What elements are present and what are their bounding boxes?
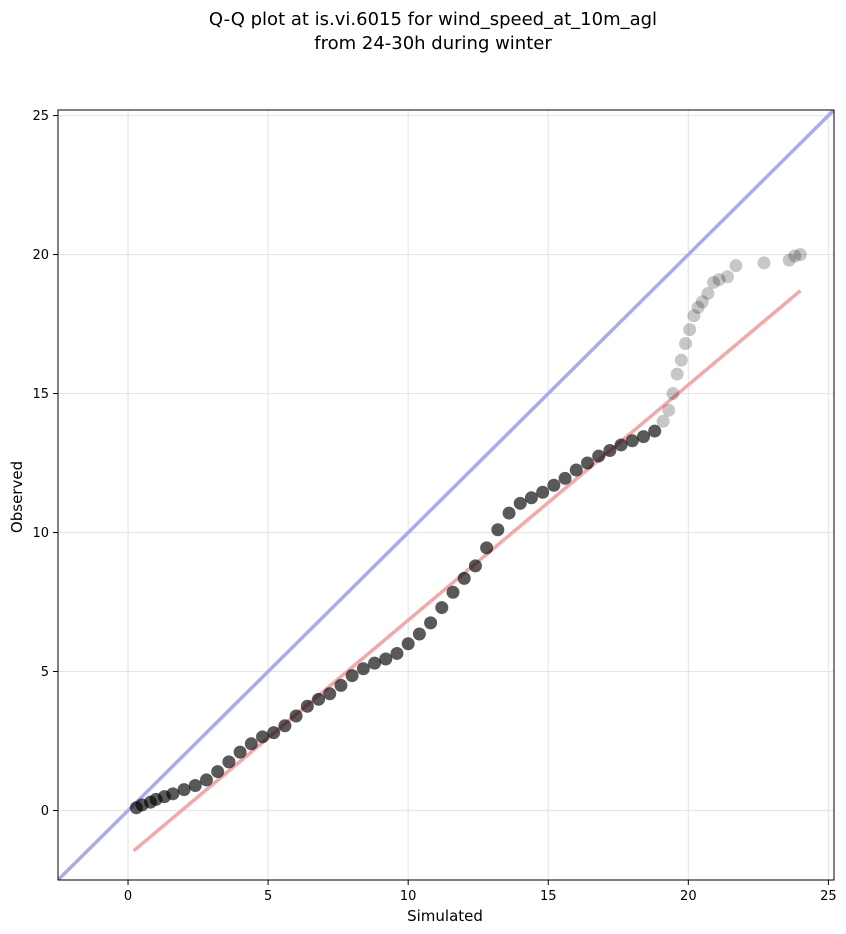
data-point	[695, 295, 709, 309]
data-point	[435, 601, 449, 615]
data-point	[793, 248, 807, 262]
data-point	[656, 414, 670, 428]
data-point	[707, 275, 721, 289]
data-point	[446, 585, 460, 599]
data-point	[614, 438, 628, 452]
data-point	[356, 662, 370, 676]
data-point	[569, 463, 583, 477]
data-point	[701, 286, 715, 300]
plot-area-frame	[57, 109, 835, 881]
data-points	[129, 248, 807, 815]
data-point	[390, 646, 404, 660]
y-tick-label: 25	[32, 109, 49, 124]
data-point	[524, 491, 538, 505]
data-point	[424, 616, 438, 630]
data-point	[666, 387, 680, 401]
y-tick-label: 20	[32, 248, 49, 263]
data-point	[278, 719, 292, 733]
data-point	[379, 652, 393, 666]
data-point	[256, 730, 270, 744]
data-point	[468, 559, 482, 573]
y-tick-label: 15	[32, 387, 49, 402]
data-point	[491, 523, 505, 537]
data-point	[233, 745, 247, 759]
data-point	[788, 249, 802, 263]
data-point	[457, 571, 471, 585]
y-axis-label: Observed	[8, 461, 26, 533]
data-point	[289, 709, 303, 723]
data-point	[368, 656, 382, 670]
data-point	[592, 449, 606, 463]
data-point	[323, 687, 337, 701]
data-point	[513, 496, 527, 510]
data-point	[712, 273, 726, 287]
chart-title-line-1: Q-Q plot at is.vi.6015 for wind_speed_at…	[209, 9, 657, 30]
data-point	[603, 444, 617, 458]
data-point	[674, 353, 688, 367]
data-point	[244, 737, 258, 751]
identity-line	[58, 110, 834, 880]
data-point	[334, 678, 348, 692]
data-point	[757, 256, 771, 270]
data-point	[345, 669, 359, 683]
data-point	[637, 430, 651, 444]
data-point	[401, 637, 415, 651]
data-point	[580, 456, 594, 470]
data-point	[648, 424, 662, 438]
chart-title-line-2: from 24-30h during winter	[314, 33, 552, 54]
axis-ticks: 0 5 10 15 20 25 0 5 10 15 20 25	[32, 109, 836, 904]
data-point	[222, 755, 236, 769]
data-point	[312, 692, 326, 706]
data-point	[412, 627, 426, 641]
x-tick-label: 0	[124, 889, 132, 904]
y-tick-label: 5	[41, 665, 49, 680]
data-point	[480, 541, 494, 555]
data-point	[547, 478, 561, 492]
x-tick-label: 25	[820, 889, 837, 904]
data-point	[211, 765, 225, 779]
x-tick-label: 10	[400, 889, 417, 904]
data-point	[687, 309, 701, 323]
fit-line	[132, 289, 802, 853]
x-tick-label: 20	[680, 889, 697, 904]
y-tick-label: 10	[32, 526, 49, 541]
data-point	[782, 253, 796, 267]
data-point	[683, 323, 697, 337]
grid-lines	[58, 110, 834, 880]
data-point	[502, 506, 516, 520]
x-tick-label: 15	[540, 889, 557, 904]
x-axis-label: Simulated	[407, 907, 483, 925]
data-point	[729, 259, 743, 273]
data-point	[625, 434, 639, 448]
data-point	[670, 367, 684, 381]
data-point	[177, 783, 191, 797]
data-point	[558, 471, 572, 485]
x-tick-label: 5	[264, 889, 272, 904]
data-point	[679, 337, 693, 351]
data-point	[691, 300, 705, 314]
y-tick-label: 0	[41, 804, 49, 819]
data-point	[536, 485, 550, 499]
data-point	[662, 403, 676, 417]
data-point	[199, 773, 213, 787]
data-point	[188, 778, 202, 792]
data-point	[300, 699, 314, 713]
data-point	[166, 787, 180, 801]
data-point	[721, 270, 735, 284]
reference-lines	[58, 110, 834, 880]
data-point	[267, 726, 281, 740]
